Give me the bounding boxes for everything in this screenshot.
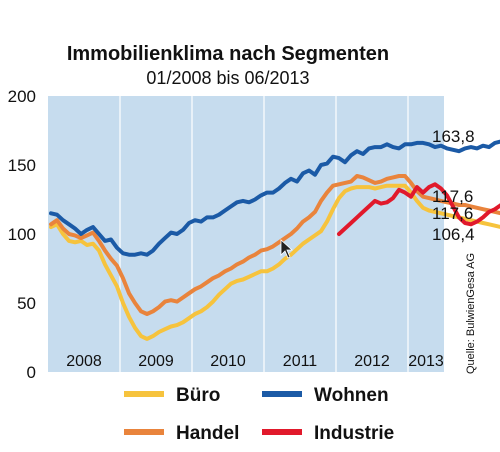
x-tick-label: 2011 — [283, 353, 318, 370]
x-tick-label: 2008 — [66, 353, 102, 370]
end-label-industrie: 117,6 — [432, 187, 473, 206]
chart-title: Immobilienklima nach Segmenten — [67, 43, 389, 65]
grid-lines — [119, 96, 409, 372]
series-lines — [49, 139, 500, 341]
legend-label: Handel — [176, 423, 239, 444]
y-axis-ticks: 0 50 100 150 200 — [8, 87, 36, 382]
mouse-cursor-icon — [280, 239, 294, 259]
x-tick-label: 2012 — [354, 353, 390, 370]
legend-label: Industrie — [314, 423, 394, 444]
source-note: Quelle: BulwienGesa AG — [465, 253, 477, 374]
series-line-industrie — [337, 182, 500, 236]
x-axis-ticks: 2008 2009 2010 2011 2012 2013 — [66, 353, 444, 370]
x-tick-label: 2010 — [210, 353, 246, 370]
y-tick-label: 200 — [8, 87, 36, 106]
series-line-bro — [49, 183, 500, 341]
x-tick-label: 2013 — [408, 353, 444, 370]
y-tick-label: 100 — [8, 225, 36, 244]
plot-area — [48, 96, 444, 372]
series-line-wohnen — [49, 139, 500, 257]
legend-label: Wohnen — [314, 385, 389, 406]
legend-label: Büro — [176, 385, 220, 406]
end-label-handel: 117,6 — [432, 204, 473, 223]
legend: Wohnen Handel Büro Industrie — [124, 385, 394, 444]
y-tick-label: 50 — [17, 294, 36, 313]
y-tick-label: 0 — [27, 363, 36, 382]
end-label-wohnen: 163,8 — [432, 127, 475, 146]
y-tick-label: 150 — [8, 156, 36, 175]
end-value-labels: 163,8 117,6 106,4 117,6 — [432, 127, 475, 244]
series-line-handel — [49, 174, 500, 316]
x-tick-label: 2009 — [138, 353, 174, 370]
chart-subtitle: 01/2008 bis 06/2013 — [146, 68, 309, 88]
end-label-bro: 106,4 — [432, 225, 475, 244]
